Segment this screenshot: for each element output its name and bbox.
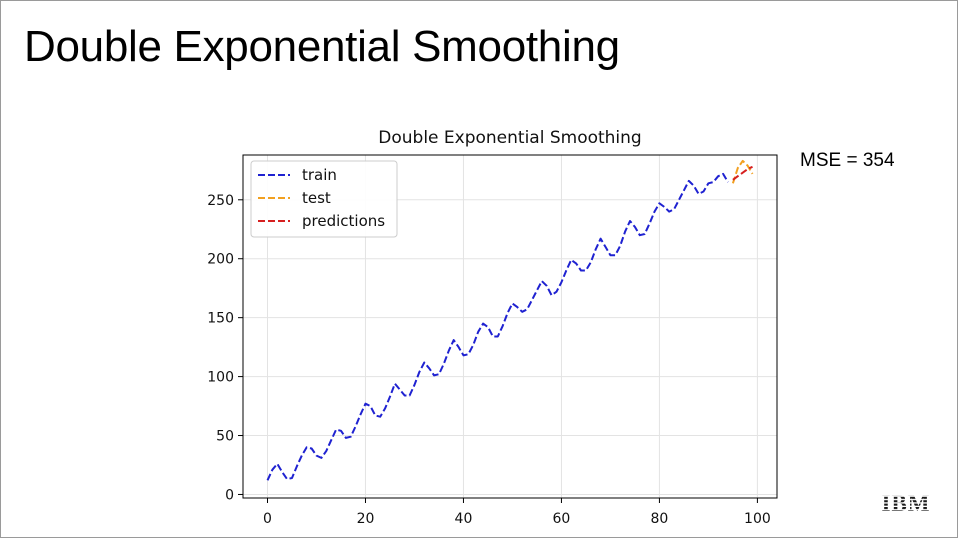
y-tick-label: 0 — [225, 487, 234, 503]
ibm-logo: IBM — [882, 491, 931, 516]
y-tick-label: 250 — [207, 193, 234, 209]
series-line-predictions — [732, 165, 753, 181]
slide-title: Double Exponential Smoothing — [24, 22, 620, 71]
y-tick-label: 200 — [207, 252, 234, 268]
mse-label: MSE = 354 — [800, 150, 895, 171]
y-tick-label: 50 — [216, 429, 234, 445]
series-line-test — [731, 159, 754, 184]
chart-title: Double Exponential Smoothing — [378, 128, 641, 148]
legend-label-predictions: predictions — [302, 212, 385, 230]
legend-label-train: train — [302, 166, 337, 184]
x-tick-label: 0 — [263, 511, 272, 527]
ticks: 0 20 40 60 80 100 0 50 100 150 200 250 — [207, 193, 771, 527]
legend-label-test: test — [302, 189, 331, 207]
ibm-logo-text: IBM — [882, 491, 931, 516]
y-tick-label: 100 — [207, 370, 234, 386]
series-group — [266, 159, 754, 481]
series-line-train — [266, 172, 729, 481]
plot-frame — [242, 154, 778, 499]
x-tick-label: 100 — [744, 511, 771, 527]
legend: train test predictions — [250, 160, 398, 238]
legend-box — [250, 160, 398, 238]
x-tick-label: 80 — [651, 511, 669, 527]
x-tick-label: 40 — [455, 511, 473, 527]
y-tick-label: 150 — [207, 311, 234, 327]
x-tick-label: 60 — [553, 511, 571, 527]
x-tick-label: 20 — [357, 511, 375, 527]
